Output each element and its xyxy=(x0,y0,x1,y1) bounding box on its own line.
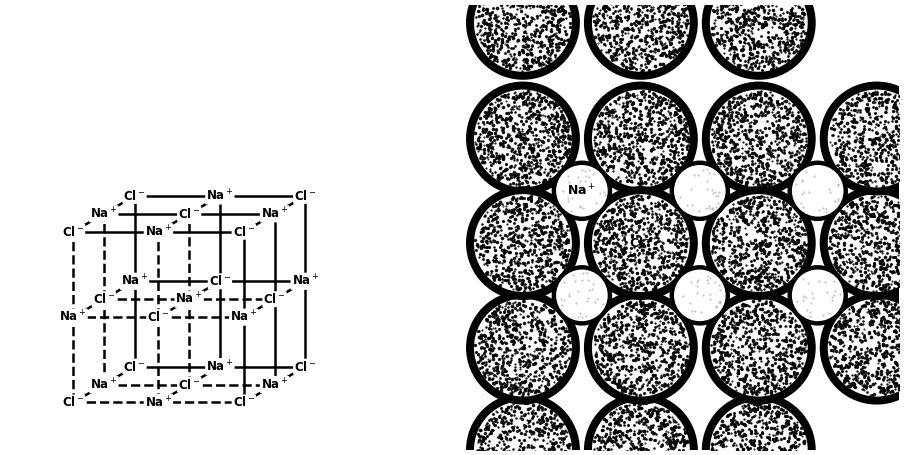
Text: Cl$^-$: Cl$^-$ xyxy=(62,395,84,410)
Circle shape xyxy=(584,0,698,80)
Circle shape xyxy=(584,393,698,455)
Circle shape xyxy=(674,269,725,321)
Circle shape xyxy=(702,393,815,455)
Text: Cl$^-$: Cl$^-$ xyxy=(263,292,286,306)
Circle shape xyxy=(474,401,572,455)
Text: Cl$^-$: Cl$^-$ xyxy=(294,189,317,203)
Circle shape xyxy=(552,161,612,221)
Circle shape xyxy=(466,291,580,404)
Circle shape xyxy=(710,194,808,292)
Text: Cl$^-$: Cl$^-$ xyxy=(123,359,146,374)
Circle shape xyxy=(787,265,848,326)
Text: Na$^+$: Na$^+$ xyxy=(206,188,233,203)
Circle shape xyxy=(702,81,815,196)
Circle shape xyxy=(828,194,908,292)
Text: Cl$^-$: Cl$^-$ xyxy=(232,395,255,410)
Text: Cl$^-$: Cl$^-$ xyxy=(178,207,201,221)
Text: Na$^+$: Na$^+$ xyxy=(121,273,148,289)
Text: Na$^+$: Na$^+$ xyxy=(144,395,173,410)
Text: Cl$^-$: Cl$^-$ xyxy=(629,236,653,250)
Text: Na$^+$: Na$^+$ xyxy=(568,183,597,198)
Circle shape xyxy=(592,401,690,455)
Circle shape xyxy=(584,186,698,300)
Text: Cl$^-$: Cl$^-$ xyxy=(232,225,255,239)
Circle shape xyxy=(674,165,725,217)
Text: Na$^+$: Na$^+$ xyxy=(291,273,319,289)
Text: Na$^+$: Na$^+$ xyxy=(175,292,202,307)
Text: Cl$^-$: Cl$^-$ xyxy=(209,274,232,288)
Circle shape xyxy=(474,90,572,187)
Circle shape xyxy=(474,298,572,397)
Circle shape xyxy=(792,269,844,321)
Circle shape xyxy=(710,90,808,187)
Circle shape xyxy=(592,0,690,72)
Text: Cl$^-$: Cl$^-$ xyxy=(123,189,146,203)
Circle shape xyxy=(820,186,908,300)
Circle shape xyxy=(669,161,730,221)
Circle shape xyxy=(702,186,815,300)
Text: Na$^+$: Na$^+$ xyxy=(90,206,117,222)
Circle shape xyxy=(474,0,572,72)
Circle shape xyxy=(556,269,607,321)
Circle shape xyxy=(820,81,908,196)
Text: Cl$^-$: Cl$^-$ xyxy=(178,378,201,392)
Circle shape xyxy=(710,0,808,72)
Circle shape xyxy=(792,165,844,217)
Text: Na$^+$: Na$^+$ xyxy=(144,224,173,239)
Circle shape xyxy=(702,0,815,80)
Text: Cl$^-$: Cl$^-$ xyxy=(294,359,317,374)
Circle shape xyxy=(828,90,908,187)
Circle shape xyxy=(710,401,808,455)
Text: Na$^+$: Na$^+$ xyxy=(230,309,258,325)
Text: Na$^+$: Na$^+$ xyxy=(261,377,288,392)
Circle shape xyxy=(466,0,580,80)
Circle shape xyxy=(669,265,730,326)
Circle shape xyxy=(787,161,848,221)
Text: Cl$^-$: Cl$^-$ xyxy=(62,225,84,239)
Circle shape xyxy=(828,298,908,397)
Text: Na$^+$: Na$^+$ xyxy=(206,359,233,374)
Text: Cl$^-$: Cl$^-$ xyxy=(147,310,170,324)
Circle shape xyxy=(702,291,815,404)
Text: Na$^+$: Na$^+$ xyxy=(261,206,288,222)
Circle shape xyxy=(820,291,908,404)
Text: Na$^+$: Na$^+$ xyxy=(90,377,117,392)
Text: Cl$^-$: Cl$^-$ xyxy=(93,292,115,306)
Circle shape xyxy=(584,81,698,196)
Circle shape xyxy=(466,186,580,300)
Circle shape xyxy=(466,393,580,455)
Circle shape xyxy=(592,90,690,187)
Circle shape xyxy=(592,194,690,292)
Circle shape xyxy=(556,165,607,217)
Circle shape xyxy=(592,298,690,397)
Circle shape xyxy=(474,194,572,292)
Circle shape xyxy=(584,291,698,404)
Text: Na$^+$: Na$^+$ xyxy=(59,309,87,325)
Circle shape xyxy=(466,81,580,196)
Circle shape xyxy=(710,298,808,397)
Circle shape xyxy=(552,265,612,326)
